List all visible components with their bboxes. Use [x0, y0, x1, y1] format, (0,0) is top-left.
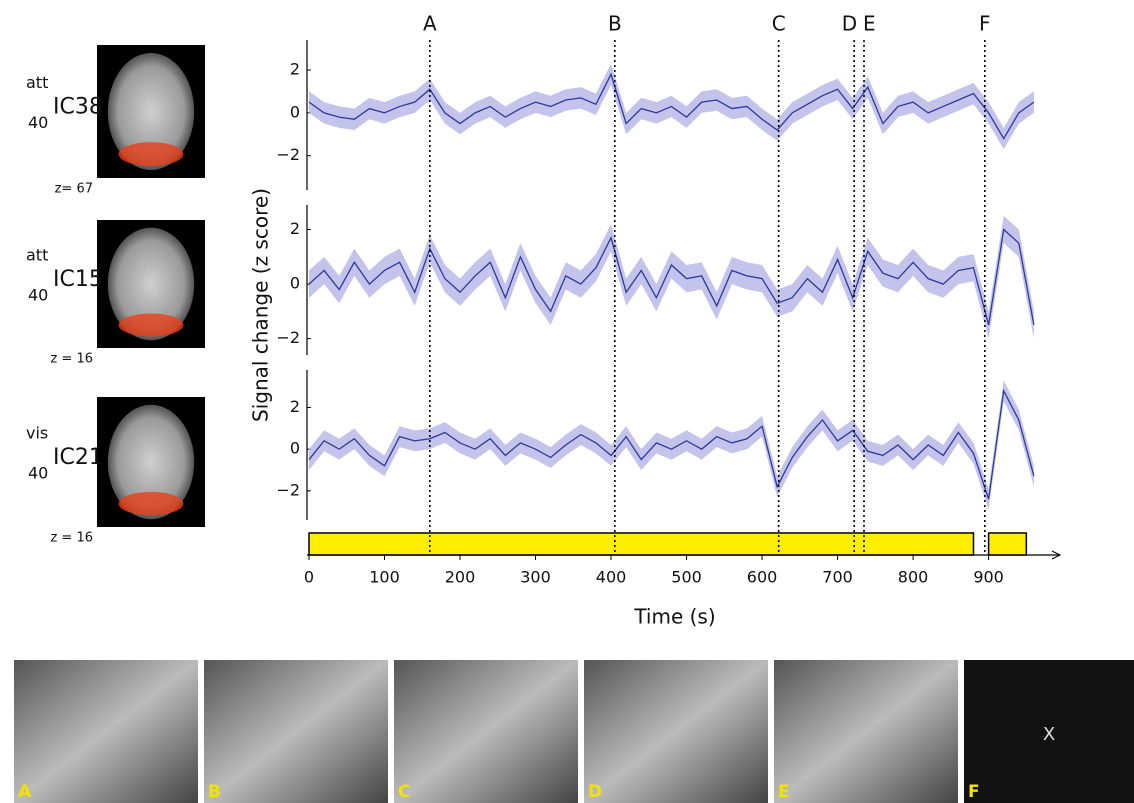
brain-slice [107, 227, 195, 341]
signal-line [308, 228, 1035, 326]
y-tick-label: 0 [290, 274, 300, 293]
x-tick-label: 400 [596, 568, 627, 587]
activation [118, 313, 184, 337]
component-prefix: att [26, 73, 48, 92]
component-number: 40 [28, 113, 48, 132]
signal-line [308, 72, 1035, 140]
slice-label: z = 16 [50, 352, 93, 367]
film-still [774, 660, 958, 803]
x-tick-label: 600 [747, 568, 778, 587]
x-tick-label: 900 [973, 568, 1004, 587]
film-still [964, 660, 1134, 803]
component-number: 40 [28, 464, 48, 483]
brain-slice [107, 52, 195, 171]
x-tick-label: 800 [898, 568, 929, 587]
brain-slice [107, 404, 195, 520]
film-still [394, 660, 578, 803]
y-tick-label: 0 [290, 102, 300, 121]
x-tick-label: 100 [369, 568, 400, 587]
event-label: D [842, 12, 857, 36]
film-still [14, 660, 198, 803]
y-tick-label: 2 [290, 60, 300, 79]
activation [118, 142, 184, 167]
x-tick-label: 0 [304, 568, 314, 587]
y-tick-label: −2 [276, 480, 300, 499]
component-prefix: att [26, 246, 48, 265]
y-tick-label: −2 [276, 328, 300, 347]
x-tick-label: 700 [822, 568, 853, 587]
still-label: D [588, 782, 602, 802]
activation [118, 491, 184, 516]
x-tick-label: 300 [520, 568, 551, 587]
x-axis-arrow [1051, 550, 1062, 560]
y-tick-label: −2 [276, 145, 300, 164]
still-label: B [208, 782, 221, 802]
still-text: X [1043, 724, 1055, 745]
event-label: A [423, 12, 437, 36]
error-band [309, 215, 1034, 339]
stimulus-bar [987, 532, 1028, 556]
x-tick-label: 200 [445, 568, 476, 587]
stimulus-bar [308, 532, 975, 556]
error-band [309, 380, 1034, 510]
event-label: F [979, 12, 991, 36]
event-label: C [772, 12, 786, 36]
y-tick-label: 0 [290, 439, 300, 458]
x-axis-label: Time (s) [633, 605, 715, 629]
y-axis-label: Signal change (z score) [249, 188, 273, 422]
film-still [204, 660, 388, 803]
film-still [584, 660, 768, 803]
still-label: A [18, 782, 32, 802]
component-prefix: vis [26, 424, 48, 443]
y-tick-label: 2 [290, 397, 300, 416]
component-name: IC38 [53, 95, 103, 120]
event-label: E [863, 12, 876, 36]
still-label: F [968, 782, 980, 802]
slice-label: z = 16 [50, 531, 93, 546]
component-number: 40 [28, 286, 48, 305]
component-name: IC15 [53, 267, 103, 292]
y-tick-label: 2 [290, 219, 300, 238]
component-name: IC21 [53, 445, 103, 470]
still-label: C [398, 782, 410, 802]
slice-label: z= 67 [55, 182, 93, 197]
event-label: B [608, 12, 622, 36]
still-label: E [778, 782, 790, 802]
signal-line [308, 388, 1035, 500]
x-tick-label: 500 [671, 568, 702, 587]
